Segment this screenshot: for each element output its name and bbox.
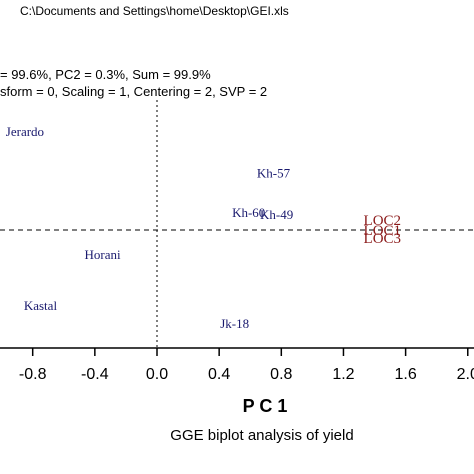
x-axis-ticks: -0.8 -0.4 0.0 0.4 0.8 1.2 1.6 2.0 — [19, 348, 474, 383]
point-label-loc3: LOC3 — [364, 231, 402, 247]
x-tick-label: 0.0 — [146, 366, 168, 383]
point-label-kh-57: Kh-57 — [257, 166, 291, 181]
x-tick-label: 1.2 — [332, 366, 354, 383]
point-label-kh-49: Kh-49 — [260, 207, 293, 222]
x-axis-title: P C 1 — [243, 396, 288, 416]
point-label-kastal: Kastal — [24, 298, 58, 313]
x-tick-label: 0.8 — [270, 366, 292, 383]
point-label-loc2: LOC2 — [364, 213, 402, 229]
point-label-kh-60: Kh-60 — [232, 205, 265, 220]
chart-caption: GGE biplot analysis of yield — [170, 427, 353, 444]
x-tick-label: 1.6 — [394, 366, 416, 383]
x-tick-label: -0.8 — [19, 366, 47, 383]
x-axis: -0.8 -0.4 0.0 0.4 0.8 1.2 1.6 2.0 — [0, 347, 474, 383]
point-label-horani: Horani — [85, 247, 121, 262]
point-label-jerardo: Jerardo — [6, 124, 44, 139]
x-tick-label: 2.0 — [457, 366, 474, 383]
x-tick-label: 0.4 — [208, 366, 230, 383]
point-label-jk-18: Jk-18 — [220, 316, 249, 331]
file-path-header: C:\Documents and Settings\home\Desktop\G… — [20, 4, 289, 18]
point-label-loc1: LOC1 — [364, 223, 402, 239]
biplot-settings-line: sform = 0, Scaling = 1, Centering = 2, S… — [0, 84, 267, 99]
variance-stats-line: = 99.6%, PC2 = 0.3%, Sum = 99.9% — [0, 67, 211, 82]
x-tick-label: -0.4 — [81, 366, 109, 383]
